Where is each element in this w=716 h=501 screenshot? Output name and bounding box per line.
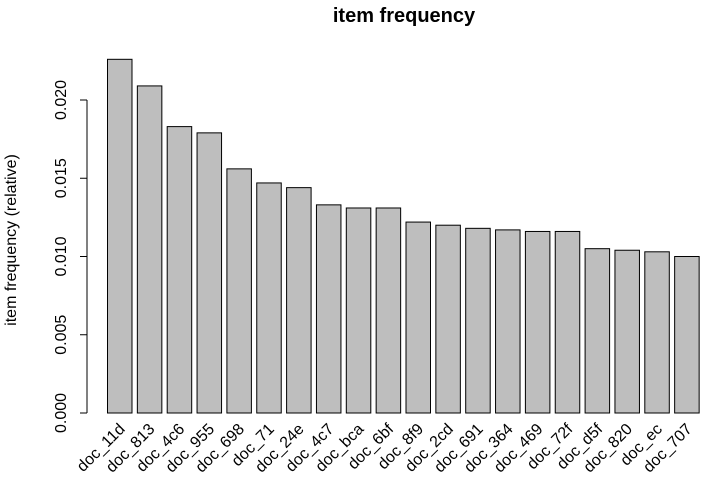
bar-doc_2cd <box>435 224 461 414</box>
bar-doc_820 <box>614 249 640 414</box>
bar-doc_707 <box>674 256 700 414</box>
y-axis: 0.000 0.005 0.010 0.015 0.020 <box>53 80 88 433</box>
y-tick-label: 0.000 <box>53 393 70 433</box>
y-tick-label: 0.020 <box>53 80 70 120</box>
bar-doc_ec <box>644 251 670 414</box>
y-tick-label: 0.010 <box>53 236 70 276</box>
bar-doc_691 <box>465 227 491 414</box>
bar-doc_bca <box>345 207 372 414</box>
bar-doc_4c6 <box>166 126 193 414</box>
bar-doc_4c7 <box>315 204 342 414</box>
bar-doc_6bf <box>375 207 402 414</box>
bar-doc_955 <box>196 132 223 414</box>
chart-title: item frequency <box>333 5 476 27</box>
y-tick-label: 0.015 <box>53 158 70 198</box>
bar-doc_813 <box>136 85 163 414</box>
y-axis-label: item frequency (relative) <box>3 154 20 326</box>
bars <box>107 58 700 414</box>
x-axis-labels: doc_11ddoc_813doc_4c6doc_955doc_698doc_7… <box>74 420 696 476</box>
bar-doc_469 <box>524 230 551 414</box>
bar-doc_71 <box>256 182 282 414</box>
bar-doc_24e <box>286 187 312 414</box>
bar-doc_8f9 <box>405 221 431 414</box>
y-tick-label: 0.005 <box>53 315 70 355</box>
bar-doc_364 <box>495 229 521 414</box>
bar-doc_698 <box>226 168 252 414</box>
bar-doc_11d <box>107 58 133 414</box>
bar-doc_72f <box>554 230 581 414</box>
bar-doc_d5f <box>584 248 611 414</box>
